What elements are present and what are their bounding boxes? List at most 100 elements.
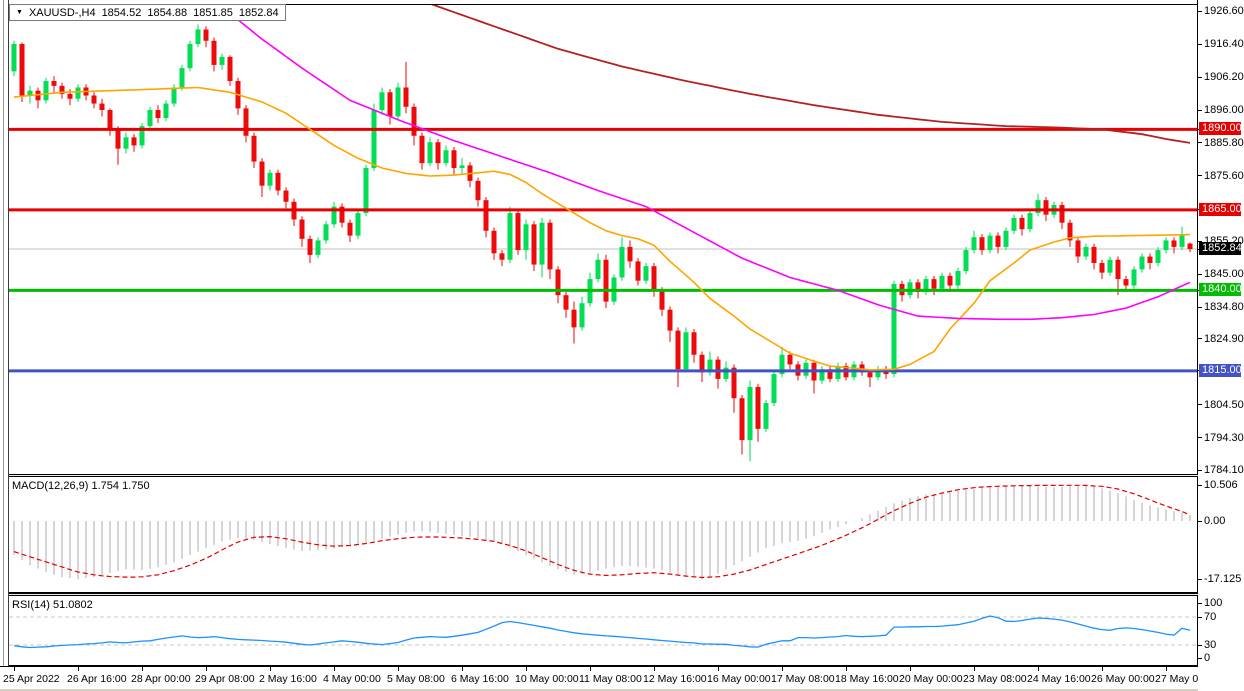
candle-bear	[867, 372, 873, 378]
time-axis-tick	[973, 667, 975, 671]
candle-bear	[555, 269, 561, 296]
candle-bull	[27, 90, 33, 96]
time-axis-tick	[653, 667, 655, 671]
candle-bull	[875, 369, 881, 378]
price-axis-label: 1804.50	[1204, 398, 1244, 411]
candle-bull	[219, 56, 225, 65]
candle-bear	[915, 282, 921, 292]
candle-bear	[403, 87, 409, 107]
time-axis-tick	[461, 667, 463, 671]
candle-bear	[627, 246, 633, 262]
candle-bear	[491, 230, 497, 254]
axis-tick	[1198, 644, 1202, 646]
ma-slow-line	[430, 5, 1191, 144]
candle-bull	[323, 224, 329, 241]
candle-bull	[1107, 259, 1113, 273]
candle-bear	[699, 354, 705, 373]
candle-bull	[747, 386, 753, 441]
candle-bear	[667, 309, 673, 331]
price-axis-label: 1896.00	[1204, 104, 1244, 116]
candle-bull	[579, 303, 585, 328]
candle-bear	[651, 266, 657, 291]
candle-bear	[99, 103, 105, 111]
price-axis-label: 1885.80	[1204, 136, 1244, 149]
candle-bear	[243, 108, 249, 136]
rsi-panel-canvas[interactable]	[0, 596, 1244, 666]
price-axis[interactable]: 1926.60 1916.40 1906.20 1896.00 1885.80 1875.…	[1198, 0, 1244, 691]
candle-bull	[803, 362, 809, 376]
candle-bear	[571, 309, 577, 328]
axis-tick	[1198, 437, 1202, 439]
time-axis-tick	[333, 667, 335, 671]
candle-bear	[1091, 246, 1097, 263]
rsi-axis-label: 0	[1204, 652, 1211, 664]
candle-bear	[299, 219, 305, 239]
candle-bear	[227, 56, 233, 82]
rsi-name: RSI(14)	[12, 599, 50, 611]
window-left-border	[0, 0, 9, 691]
axis-tick	[1198, 404, 1202, 406]
ohlc-open: 1854.52	[101, 6, 142, 19]
axis-tick	[1198, 10, 1202, 12]
axis-tick	[1198, 338, 1202, 340]
candle-bear	[979, 237, 985, 251]
axis-tick	[1198, 616, 1202, 618]
macd-signal-line	[13, 484, 1191, 579]
candle-bear	[435, 142, 441, 164]
time-axis-label: 11 May 08:00	[579, 673, 642, 685]
candle-bull	[123, 137, 129, 149]
candle-bear	[787, 354, 793, 365]
time-axis[interactable]: 25 Apr 2022 26 Apr 16:00 28 Apr 00:00 29 Ap…	[0, 666, 1244, 689]
macd-panel-canvas[interactable]	[0, 477, 1244, 593]
price-axis-label: 1794.30	[1204, 431, 1244, 444]
candle-bear	[283, 190, 289, 202]
price-axis-label: 1926.60	[1204, 5, 1244, 18]
window-left-border-line	[3, 0, 4, 691]
candle-bear	[931, 279, 937, 289]
price-plot-area	[9, 5, 1197, 462]
candle-bear	[1147, 256, 1153, 263]
candle-bull	[955, 271, 961, 286]
time-axis-label: 28 Apr 00:00	[131, 673, 191, 685]
price-axis-label: 1875.60	[1204, 169, 1244, 182]
candle-bull	[427, 142, 433, 164]
chart-title-box[interactable]: ▼ XAUUSD-,H4 1854.52 1854.88 1851.85 185…	[9, 4, 286, 21]
candle-bull	[139, 126, 145, 146]
candle-bear	[739, 398, 745, 441]
candle-bull	[523, 224, 529, 251]
candle-bear	[1075, 240, 1081, 257]
collapse-triangle-icon[interactable]: ▼	[16, 9, 23, 16]
price-level-badge: 1840.00	[1199, 283, 1242, 297]
time-axis-label: 17 May 08:00	[771, 673, 835, 685]
candle-bull	[1179, 233, 1185, 247]
window-bottom-border	[0, 689, 1244, 691]
price-axis-label: 1784.10	[1204, 464, 1244, 477]
candle-bull	[507, 213, 513, 260]
candle-bear	[1123, 279, 1129, 286]
price-chart-canvas[interactable]	[0, 0, 1244, 474]
axis-tick	[1198, 175, 1202, 177]
candle-bull	[1131, 269, 1137, 286]
time-axis-label: 24 May 16:00	[1027, 673, 1091, 685]
axis-tick	[1198, 306, 1202, 308]
ohlc-high: 1854.88	[147, 6, 188, 19]
candle-bull	[643, 266, 649, 281]
candle-bull	[1155, 250, 1161, 263]
candle-bull	[1011, 217, 1017, 231]
candle-bear	[411, 106, 417, 136]
time-axis-label: 4 May 00:00	[323, 673, 381, 685]
time-axis-label: 29 Apr 08:00	[195, 673, 255, 685]
candle-bear	[483, 200, 489, 231]
candle-bull	[971, 237, 977, 251]
panel-splitter-macd[interactable]	[0, 474, 1244, 477]
candle-bear	[347, 222, 353, 236]
candle-bull	[923, 279, 929, 292]
candle-bear	[531, 224, 537, 265]
candle-bear	[203, 29, 209, 41]
candle-bear	[1043, 200, 1049, 215]
candle-bear	[1099, 262, 1105, 273]
candle-bull	[363, 167, 369, 214]
axis-tick	[1198, 43, 1202, 45]
panel-splitter-rsi[interactable]	[0, 593, 1244, 596]
